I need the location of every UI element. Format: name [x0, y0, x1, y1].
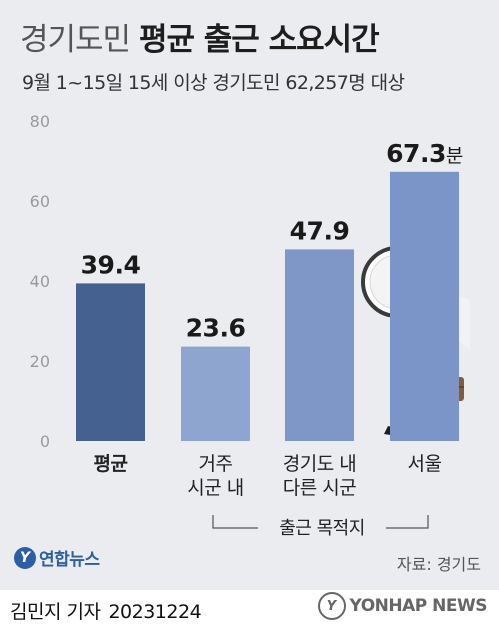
- bar-chart: 0 20 40 60 80: [29, 112, 464, 539]
- yonhap-logo-text: 연합뉴스: [39, 550, 100, 570]
- chart-title: 경기도민 평균 출근 소요시간: [20, 14, 380, 59]
- bar-value-label: 47.9: [290, 216, 350, 245]
- yonhap-news-text: YONHAP NEWS: [349, 596, 488, 616]
- yonhap-logo-small: Y 연합뉴스: [14, 545, 100, 570]
- yonhap-circle-icon: Y: [317, 592, 346, 620]
- category-label: 거주: [199, 453, 233, 475]
- title-bold: 평균 출근 소요시간: [138, 22, 380, 58]
- source-note: 자료: 경기도: [396, 555, 481, 574]
- chart-subtitle: 9월 1~15일 15세 이상 경기도민 62,257명 대상: [22, 72, 405, 94]
- publish-date: 20231224: [108, 601, 202, 623]
- yonhap-mark-icon: Y: [14, 546, 36, 569]
- reporter-name: 김민지 기자: [10, 601, 101, 623]
- bar: [181, 346, 250, 441]
- bars: [76, 171, 459, 442]
- bar: [285, 249, 354, 441]
- bar-value-label: 39.4: [81, 250, 141, 279]
- footer-bar: [0, 590, 499, 633]
- y-tick-label: 40: [30, 272, 50, 291]
- category-label: 서울: [408, 453, 442, 475]
- title-light: 경기도민: [20, 22, 131, 58]
- bar: [76, 283, 145, 441]
- y-tick-label: 0: [40, 432, 50, 451]
- y-axis: 0 20 40 60 80: [30, 112, 50, 451]
- bar-value-label: 67.3분: [386, 139, 463, 168]
- yonhap-news-logo: Y YONHAP NEWS: [317, 592, 488, 620]
- unit-label: 분: [446, 145, 463, 167]
- bar-value-label: 23.6: [186, 314, 246, 343]
- category-label: 다른 시군: [283, 477, 356, 499]
- bar: [390, 171, 459, 442]
- category-label: 시군 내: [187, 477, 243, 499]
- category-label: 평균: [94, 453, 128, 475]
- group-label: 출근 목적지: [279, 518, 365, 539]
- category-label: 경기도 내: [283, 453, 356, 475]
- y-tick-label: 60: [30, 192, 50, 211]
- destination-group-bracket: 출근 목적지: [212, 515, 429, 539]
- y-tick-label: 20: [30, 352, 50, 371]
- y-tick-label: 80: [30, 112, 50, 131]
- reporter-credit: 김민지 기자 20231224: [10, 597, 202, 624]
